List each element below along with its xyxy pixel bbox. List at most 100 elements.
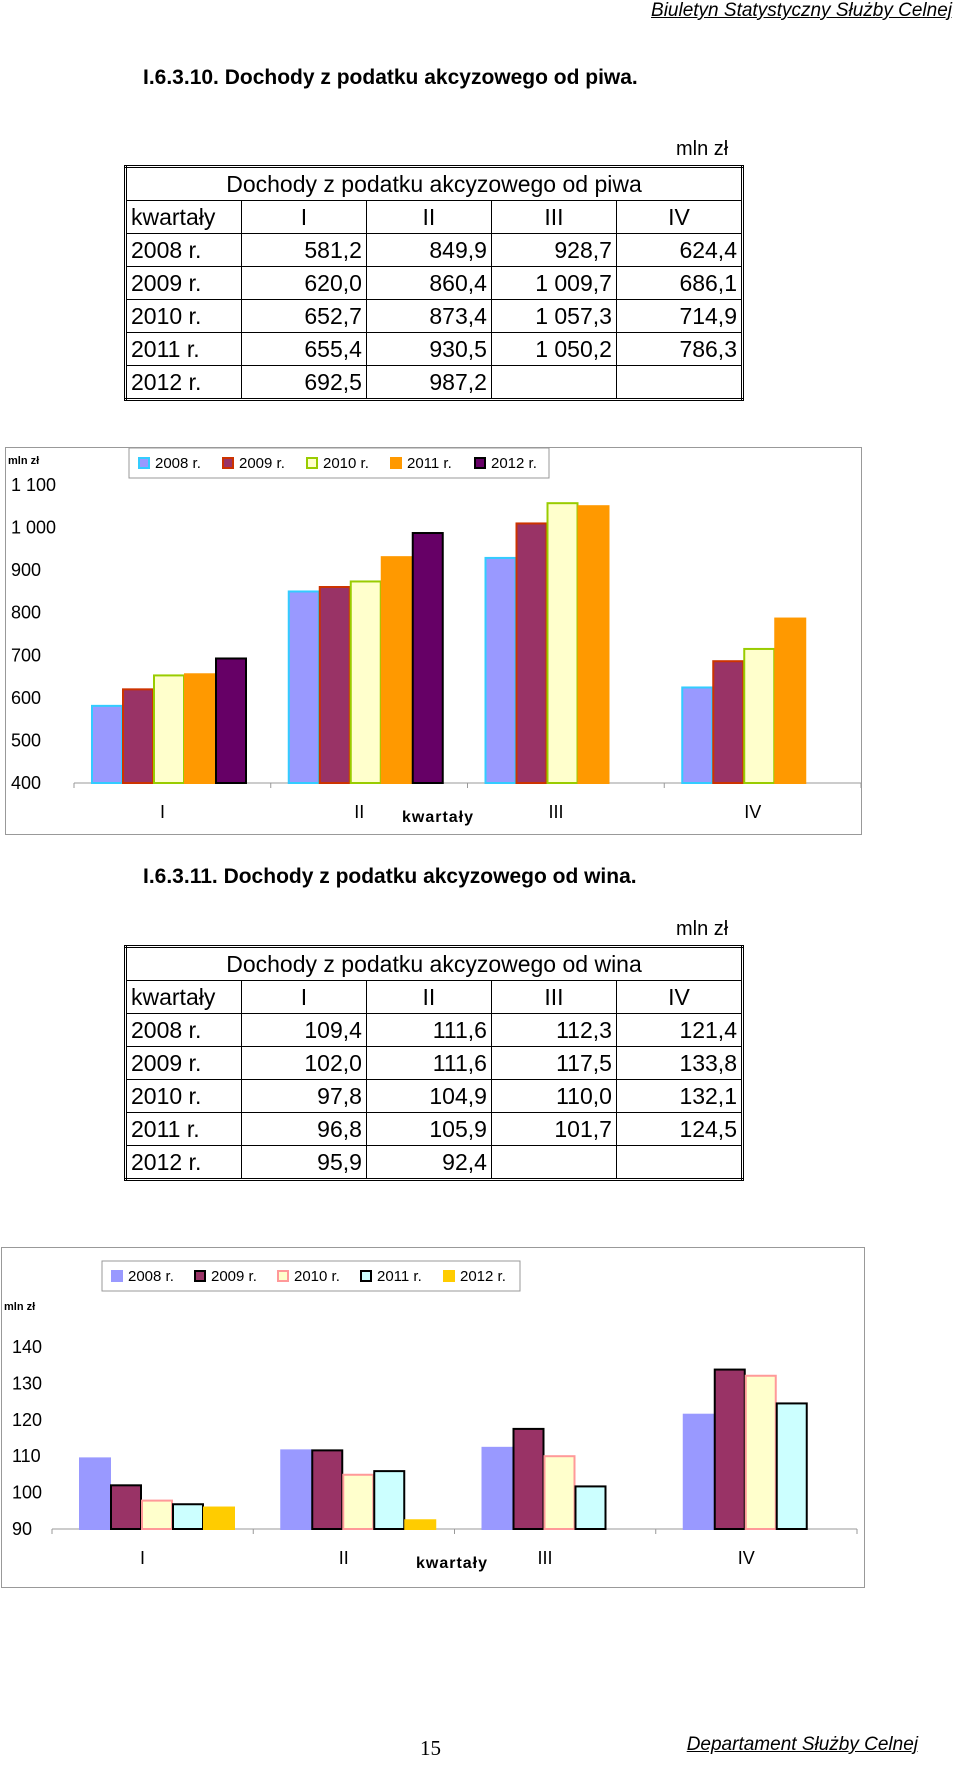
table-cell: 104,9 <box>365 1079 492 1113</box>
y-tick-label: 1 100 <box>11 475 56 495</box>
bar-2010r-II <box>349 580 382 784</box>
row-label: 2012 r. <box>125 365 242 400</box>
legend-swatch <box>111 1270 123 1282</box>
legend-label: 2010 r. <box>323 455 369 472</box>
table-cell: 652,7 <box>240 299 367 333</box>
row-label: 2009 r. <box>125 266 242 300</box>
x-tick-label: III <box>538 1548 553 1568</box>
legend-swatch <box>138 457 150 469</box>
bar-2009r-III <box>515 522 548 785</box>
legend-label: 2008 r. <box>155 455 201 472</box>
column-header: I <box>240 200 367 234</box>
x-axis-label: kwartały <box>402 809 474 826</box>
column-header: IV <box>615 200 744 234</box>
x-tick-label: II <box>354 802 364 822</box>
table-cell: 849,9 <box>365 233 492 267</box>
legend-label: 2010 r. <box>294 1268 340 1285</box>
table-cell: 624,4 <box>615 233 744 267</box>
beer-section-title: I.6.3.10. Dochody z podatku akcyzowego o… <box>143 66 638 89</box>
legend-swatch <box>443 1270 455 1282</box>
bar-2011r-II <box>380 556 413 784</box>
y-tick-label: 110 <box>12 1446 41 1466</box>
bar-2012r-I <box>203 1506 235 1530</box>
bar-2008r-IV <box>682 1413 715 1530</box>
bar-2010r-IV <box>743 647 776 784</box>
table-caption: Dochody z podatku akcyzowego od wina <box>125 946 743 981</box>
table-cell: 110,0 <box>490 1079 617 1113</box>
table-cell: 860,4 <box>365 266 492 300</box>
beer-income-table: Dochody z podatku akcyzowego od piwa kwa… <box>124 165 744 401</box>
y-axis-label: mln zł <box>4 1301 35 1313</box>
bar-2008r-II <box>280 1449 313 1531</box>
wine-chart-frame: mln zł 90 100 110 120 130 140 I II III IV kwartały 2… <box>1 1247 865 1588</box>
table-cell: 132,1 <box>615 1079 744 1113</box>
table-cell <box>615 1145 744 1180</box>
x-tick-label: III <box>549 802 564 822</box>
bar-2009r-III <box>512 1427 545 1530</box>
legend-swatch <box>360 1270 372 1282</box>
row-label: 2009 r. <box>125 1046 242 1080</box>
wine-income-table: Dochody z podatku akcyzowego od wina kwa… <box>124 945 744 1181</box>
bar-2008r-I <box>79 1457 111 1530</box>
column-header: II <box>365 980 492 1014</box>
y-tick-label: 600 <box>11 688 41 708</box>
table-caption: Dochody z podatku akcyzowego od piwa <box>125 166 743 201</box>
bar-2009r-IV <box>713 1368 746 1531</box>
wine-unit-label: mln zł <box>676 918 729 940</box>
legend-label: 2012 r. <box>460 1268 506 1285</box>
beer-unit-label: mln zł <box>676 138 729 160</box>
publication-header: Biuletyn Statystyczny Służby Celnej <box>651 0 952 21</box>
x-tick-label: IV <box>738 1548 755 1568</box>
table-cell: 1 050,2 <box>490 332 617 366</box>
y-tick-label: 1 000 <box>11 518 56 538</box>
table-cell: 124,5 <box>615 1112 744 1146</box>
x-tick-label: IV <box>744 802 761 822</box>
y-tick-label: 130 <box>12 1373 42 1393</box>
page-number: 15 <box>420 1736 441 1760</box>
table-cell: 112,3 <box>490 1013 617 1047</box>
table-row: 2009 r. 102,0 111,6 117,5 133,8 <box>125 1046 744 1080</box>
bar-2011r-I <box>172 1503 204 1530</box>
y-axis-label: mln zł <box>8 455 39 467</box>
corner-label: kwartały <box>125 980 242 1014</box>
column-header: IV <box>615 980 744 1014</box>
table-row: 2009 r. 620,0 860,4 1 009,7 686,1 <box>125 266 744 300</box>
row-label: 2011 r. <box>125 1112 242 1146</box>
y-tick-label: 90 <box>12 1519 32 1539</box>
column-header: II <box>365 200 492 234</box>
table-header-row: kwartały I II III IV <box>125 200 744 234</box>
bar-2009r-IV <box>712 660 745 784</box>
table-row: 2012 r. 692,5 987,2 <box>125 365 744 400</box>
column-header: I <box>240 980 367 1014</box>
column-header: III <box>490 200 617 234</box>
table-cell: 92,4 <box>365 1145 492 1180</box>
table-cell: 620,0 <box>240 266 367 300</box>
table-cell: 121,4 <box>615 1013 744 1047</box>
table-cell: 928,7 <box>490 233 617 267</box>
table-cell: 873,4 <box>365 299 492 333</box>
table-cell: 786,3 <box>615 332 744 366</box>
table-cell: 117,5 <box>490 1046 617 1080</box>
bar-2008r-I <box>91 704 123 784</box>
department-footer: Departament Służby Celnej <box>686 1734 918 1755</box>
table-cell <box>615 365 744 400</box>
row-label: 2010 r. <box>125 1079 242 1113</box>
legend-label: 2009 r. <box>211 1268 257 1285</box>
bar-2010r-IV <box>744 1374 777 1530</box>
bar-2010r-III <box>546 502 579 784</box>
row-label: 2012 r. <box>125 1145 242 1180</box>
bar-2010r-I <box>141 1499 173 1531</box>
table-cell: 714,9 <box>615 299 744 333</box>
bar-2011r-I <box>184 673 216 784</box>
bar-2010r-I <box>153 674 185 784</box>
table-cell: 109,4 <box>240 1013 367 1047</box>
beer-chart-frame: mln zł 400 500 600 700 800 900 1 000 1 100 I II III… <box>5 447 862 835</box>
legend-label: 2011 r. <box>377 1268 422 1285</box>
table-cell: 96,8 <box>240 1112 367 1146</box>
table-row: 2011 r. 655,4 930,5 1 050,2 786,3 <box>125 332 744 366</box>
bar-2008r-III <box>484 556 517 785</box>
x-tick-label: I <box>140 1548 145 1568</box>
bar-2011r-IV <box>775 1402 808 1530</box>
bar-2011r-IV <box>774 617 807 784</box>
